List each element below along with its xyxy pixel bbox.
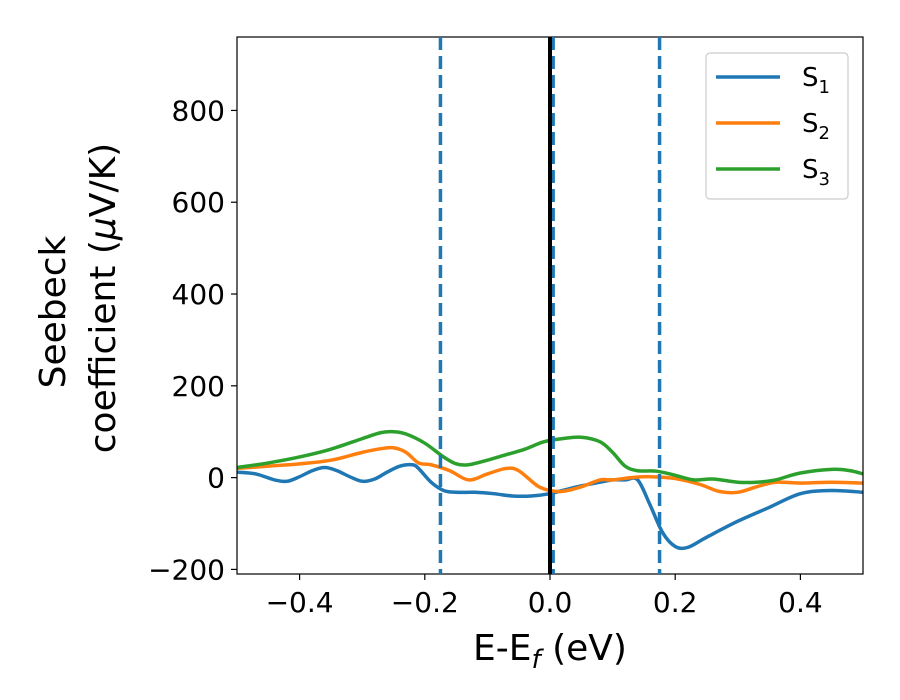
y-axis-label-line1: Seebeck: [33, 235, 74, 388]
series-lines: [237, 429, 863, 551]
y-tick-label: 0: [207, 462, 225, 495]
x-tick-label: −0.2: [391, 586, 459, 619]
y-tick-label: −200: [148, 553, 225, 586]
x-tick-label: −0.4: [266, 586, 334, 619]
legend-label-s3: S3: [802, 155, 830, 190]
y-tick-label: 800: [172, 94, 225, 127]
y-tick-label: 200: [172, 370, 225, 403]
x-tick-label: 0.0: [528, 586, 573, 619]
series-line-s3: [237, 429, 863, 485]
legend-label-s1: S1: [802, 63, 830, 98]
series-line-s2: [237, 445, 863, 495]
y-axis-ticks: −200 0 200 400 600 800: [148, 94, 237, 586]
y-axis-label-line2: coefficient (μV/K): [83, 143, 124, 453]
reference-lines: [438, 37, 662, 574]
series-line-s1: [237, 462, 863, 551]
legend: S1 S2 S3: [705, 52, 849, 200]
x-axis-ticks: −0.4 −0.2 0.0 0.2 0.4: [266, 574, 823, 619]
legend-box: [705, 52, 849, 200]
legend-label-s2: S2: [802, 109, 830, 144]
x-tick-label: 0.2: [653, 586, 698, 619]
y-tick-label: 400: [172, 278, 225, 311]
x-tick-label: 0.4: [778, 586, 823, 619]
y-tick-label: 600: [172, 186, 225, 219]
x-axis-label: E-Ef (eV): [473, 628, 627, 675]
